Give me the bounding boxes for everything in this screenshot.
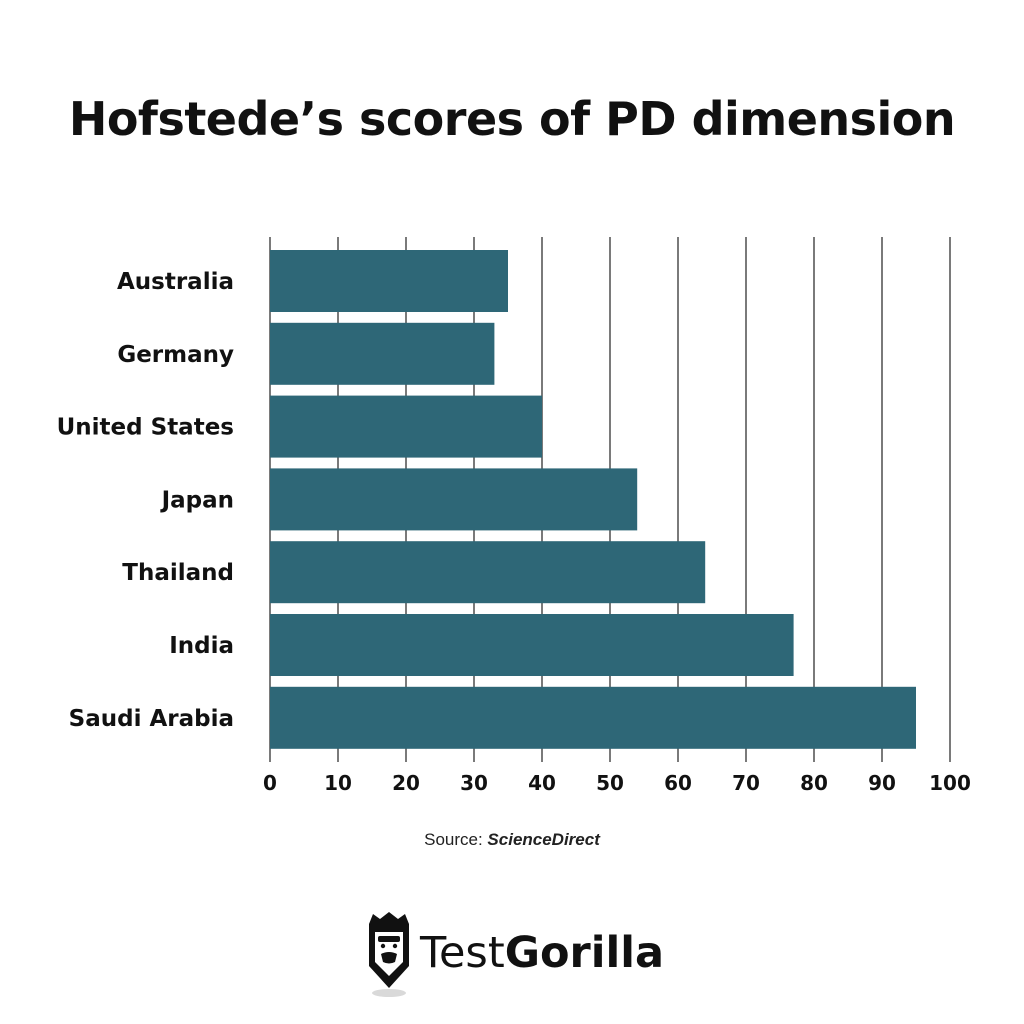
x-tick-label: 30: [460, 771, 488, 795]
x-axis: 0 10 20 30 40 50 60 70 80 90 100: [263, 771, 971, 795]
bar: [270, 686, 916, 749]
category-label: Thailand: [122, 560, 234, 586]
bars: [270, 250, 916, 749]
bar: [270, 468, 638, 531]
x-tick-label: 10: [324, 771, 352, 795]
bar: [270, 250, 508, 312]
logo-text-bold: Gorilla: [504, 928, 664, 978]
gorilla-pencil-icon: [369, 912, 409, 997]
x-tick-label: 20: [392, 771, 420, 795]
x-tick-label: 40: [528, 771, 556, 795]
category-label: Australia: [117, 269, 234, 295]
category-label: India: [169, 633, 234, 659]
category-labels: Australia Germany United States Japan Thaila…: [57, 269, 234, 732]
source-prefix: Source:: [424, 830, 488, 849]
x-tick-label: 50: [596, 771, 624, 795]
category-label: Saudi Arabia: [69, 706, 234, 732]
source-note: Source: ScienceDirect: [0, 830, 1024, 850]
chart-title: Hofstede’s scores of PD dimension: [68, 92, 956, 146]
bar: [270, 541, 706, 604]
category-label: Japan: [160, 487, 234, 513]
x-tick-label: 0: [263, 771, 277, 795]
x-tick-label: 100: [929, 771, 971, 795]
source-name: ScienceDirect: [487, 830, 600, 849]
bar: [270, 614, 794, 676]
bar: [270, 322, 495, 385]
x-tick-label: 80: [800, 771, 828, 795]
x-tick-label: 70: [732, 771, 760, 795]
x-tick-label: 60: [664, 771, 692, 795]
logo-wordmark: TestGorilla: [420, 928, 664, 978]
category-label: United States: [57, 415, 234, 441]
category-label: Germany: [117, 342, 234, 368]
logo-text-light: Test: [420, 928, 505, 978]
x-tick-label: 90: [868, 771, 896, 795]
testgorilla-logo: TestGorilla: [364, 910, 664, 1000]
bar: [270, 395, 542, 458]
